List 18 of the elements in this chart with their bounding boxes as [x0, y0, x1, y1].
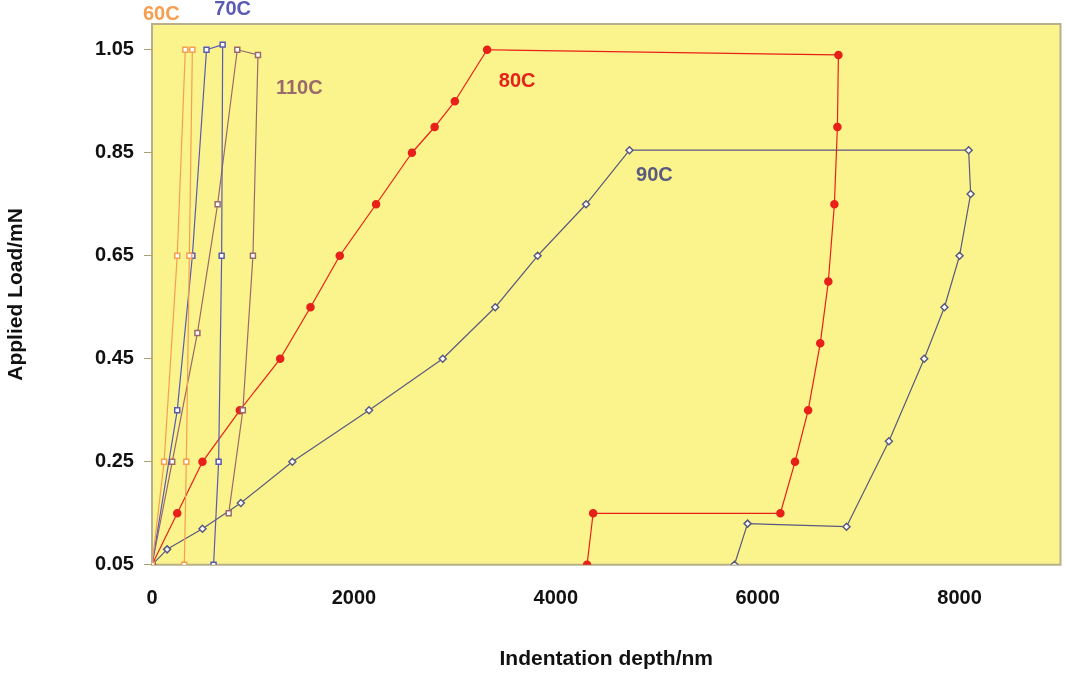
y-tick-label: 0.05 — [95, 552, 134, 575]
y-tick-label: 0.25 — [95, 449, 134, 472]
x-tick-label: 4000 — [533, 586, 579, 609]
y-axis-title: Applied Load/mN — [3, 208, 27, 381]
x-axis-title: Indentation depth/nm — [499, 646, 713, 670]
series-label: 90C — [636, 162, 673, 185]
x-tick-label: 8000 — [937, 586, 982, 609]
series-label: 70C — [214, 0, 252, 20]
series-label: 80C — [498, 69, 536, 92]
series-label: 110C — [275, 76, 323, 99]
y-tick-label: 0.65 — [95, 243, 134, 266]
x-tick-label: 2000 — [331, 586, 377, 609]
y-tick-label: 0.45 — [95, 346, 134, 369]
y-tick-label: 1.05 — [95, 37, 134, 60]
y-tick-label: 0.85 — [95, 140, 134, 163]
x-tick-label: 0 — [146, 586, 158, 609]
x-tick-label: 6000 — [735, 586, 780, 609]
series-label: 60C — [142, 2, 180, 25]
